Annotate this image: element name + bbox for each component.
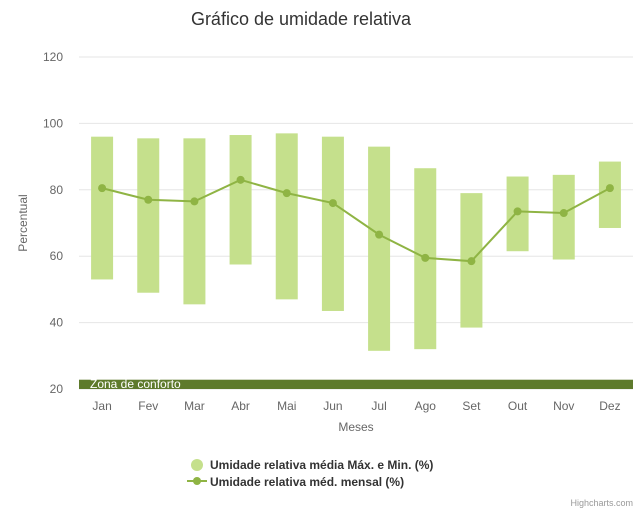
y-tick-label: 60 bbox=[50, 249, 64, 263]
y-tick-label: 40 bbox=[50, 316, 64, 330]
x-axis-title: Meses bbox=[338, 420, 373, 434]
mean-point[interactable] bbox=[559, 209, 568, 218]
x-tick-label: Fev bbox=[138, 399, 158, 413]
x-tick-label: Ago bbox=[415, 399, 437, 413]
legend-range-label: Umidade relativa média Máx. e Min. (%) bbox=[210, 458, 433, 472]
comfort-zone: Zona de conforto bbox=[79, 377, 633, 391]
range-bar[interactable] bbox=[91, 136, 114, 280]
legend: Umidade relativa média Máx. e Min. (%) U… bbox=[187, 458, 433, 489]
range-bar[interactable] bbox=[137, 138, 160, 293]
range-bar[interactable] bbox=[552, 174, 575, 260]
range-bar[interactable] bbox=[229, 135, 252, 265]
range-bar[interactable] bbox=[321, 136, 344, 311]
y-axis: 20 40 60 80 100 120 bbox=[43, 50, 63, 396]
legend-line-dot bbox=[193, 477, 201, 485]
mean-point[interactable] bbox=[282, 189, 291, 198]
range-bar[interactable] bbox=[368, 146, 391, 351]
mean-point[interactable] bbox=[421, 253, 430, 262]
mean-point[interactable] bbox=[190, 197, 199, 206]
x-tick-label: Jun bbox=[323, 399, 342, 413]
x-tick-label: Abr bbox=[231, 399, 250, 413]
mean-point[interactable] bbox=[328, 199, 337, 208]
legend-item-line[interactable]: Umidade relativa méd. mensal (%) bbox=[187, 475, 404, 489]
mean-point[interactable] bbox=[98, 184, 107, 193]
mean-point[interactable] bbox=[236, 175, 245, 184]
mean-line bbox=[101, 178, 611, 263]
x-tick-label: Jan bbox=[92, 399, 111, 413]
x-tick-label: Mai bbox=[277, 399, 296, 413]
mean-series bbox=[98, 175, 614, 266]
y-tick-label: 120 bbox=[43, 50, 63, 64]
range-bar[interactable] bbox=[598, 161, 621, 228]
x-tick-label: Set bbox=[462, 399, 481, 413]
chart-title: Gráfico de umidade relativa bbox=[191, 9, 412, 29]
mean-point[interactable] bbox=[467, 257, 476, 266]
mean-point[interactable] bbox=[605, 184, 614, 193]
y-tick-label: 20 bbox=[50, 382, 64, 396]
x-tick-label: Dez bbox=[599, 399, 620, 413]
range-series bbox=[91, 133, 621, 351]
mean-point[interactable] bbox=[375, 230, 384, 239]
range-bar[interactable] bbox=[275, 133, 298, 300]
x-tick-label: Jul bbox=[371, 399, 386, 413]
comfort-zone-band bbox=[79, 379, 633, 389]
credits-link[interactable]: Highcharts.com bbox=[570, 498, 633, 508]
comfort-zone-label: Zona de conforto bbox=[90, 377, 181, 391]
y-tick-label: 80 bbox=[50, 183, 64, 197]
legend-range-marker bbox=[191, 459, 203, 471]
mean-point[interactable] bbox=[513, 207, 522, 216]
y-tick-label: 100 bbox=[43, 116, 63, 130]
legend-line-label: Umidade relativa méd. mensal (%) bbox=[210, 475, 404, 489]
grid-lines bbox=[79, 56, 633, 390]
mean-point[interactable] bbox=[144, 195, 153, 204]
x-tick-label: Mar bbox=[184, 399, 205, 413]
x-axis: Jan Fev Mar Abr Mai Jun Jul Ago Set Out Nov Dez bbox=[92, 399, 620, 413]
x-tick-label: Out bbox=[508, 399, 528, 413]
x-tick-label: Nov bbox=[553, 399, 574, 413]
y-axis-title: Percentual bbox=[16, 194, 30, 251]
range-bar[interactable] bbox=[183, 138, 206, 305]
legend-item-range[interactable]: Umidade relativa média Máx. e Min. (%) bbox=[191, 458, 433, 472]
